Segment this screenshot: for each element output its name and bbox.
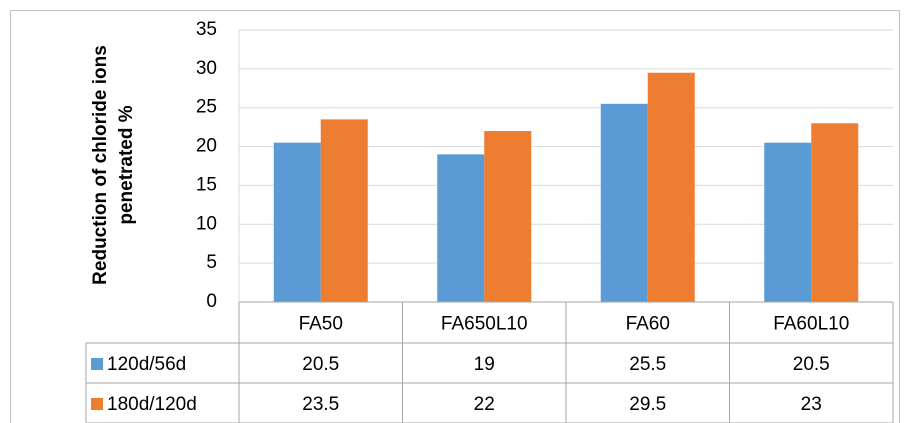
table-value: 22	[474, 394, 495, 415]
y-tick-label: 15	[196, 174, 217, 195]
x-tick-label: FA60L10	[773, 314, 849, 335]
table-value: 19	[474, 354, 495, 375]
y-tick-label: 25	[196, 97, 217, 118]
table-value: 23.5	[302, 394, 339, 415]
y-tick-label: 35	[196, 19, 217, 40]
table-value: 29.5	[629, 394, 666, 415]
y-tick-label: 20	[196, 136, 217, 157]
table-value: 20.5	[302, 354, 339, 375]
x-tick-label: FA50	[299, 314, 343, 335]
y-tick-label: 5	[206, 252, 217, 273]
bar	[764, 142, 812, 302]
bar	[484, 131, 532, 302]
legend-label: 180d/120d	[107, 394, 197, 415]
bar	[320, 119, 368, 302]
y-axis-title-line: penetrated %	[116, 105, 137, 224]
table-value: 25.5	[629, 354, 666, 375]
x-tick-label: FA650L10	[441, 314, 528, 335]
y-tick-label: 0	[206, 291, 217, 312]
bar	[273, 142, 321, 302]
bar	[647, 72, 695, 302]
legend-swatch	[91, 358, 103, 370]
bar	[437, 154, 485, 302]
table-value: 20.5	[793, 354, 830, 375]
bar	[811, 123, 859, 302]
bar	[600, 103, 648, 302]
x-tick-label: FA60	[626, 314, 670, 335]
legend-label: 120d/56d	[107, 354, 186, 375]
y-axis-title: Reduction of chloride ions penetrated %	[90, 45, 137, 285]
legend-swatch	[91, 398, 103, 410]
table-value: 23	[801, 394, 822, 415]
y-tick-label: 10	[196, 213, 217, 234]
y-axis-title-line: Reduction of chloride ions	[90, 45, 111, 285]
y-tick-label: 30	[196, 58, 217, 79]
